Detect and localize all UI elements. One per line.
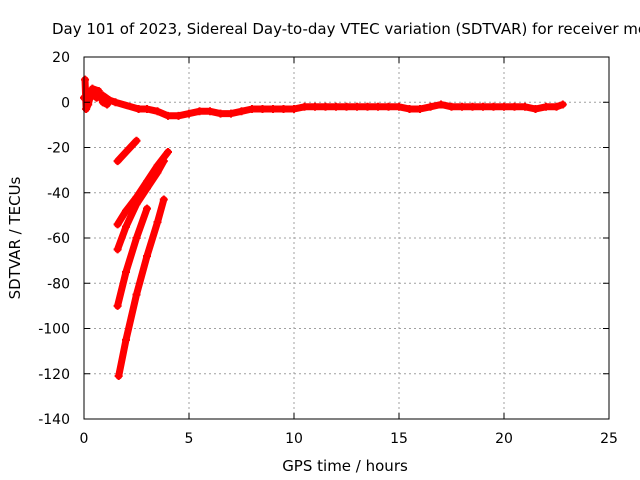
y-axis-label: SDTVAR / TECUs <box>6 176 24 299</box>
data-point <box>134 105 143 114</box>
data-point <box>269 105 277 114</box>
data-point <box>405 105 414 114</box>
series-arc-4 <box>114 205 151 310</box>
data-point <box>468 102 477 111</box>
data-point <box>122 267 130 276</box>
data-point <box>98 98 107 107</box>
y-tick-label: -100 <box>38 322 70 338</box>
data-point <box>426 102 435 111</box>
data-point <box>143 204 151 213</box>
data-point <box>258 105 267 114</box>
y-tick-label: -40 <box>47 186 70 202</box>
data-point <box>248 105 256 114</box>
y-tick-label: -20 <box>47 141 70 157</box>
data-point <box>122 148 130 157</box>
data-point <box>143 184 151 193</box>
data-point <box>164 111 172 120</box>
data-point <box>174 111 183 120</box>
data-point <box>311 102 319 111</box>
data-point <box>122 335 130 344</box>
series-arc-5 <box>115 196 168 380</box>
x-tick-label: 20 <box>495 431 513 447</box>
data-point <box>82 105 91 114</box>
data-point <box>395 102 403 111</box>
data-point <box>542 102 550 111</box>
series-main-band <box>80 89 567 120</box>
data-point <box>332 102 340 111</box>
data-point <box>374 102 382 111</box>
y-tick-label: -80 <box>47 276 70 292</box>
data-point <box>500 102 508 111</box>
x-tick-label: 0 <box>80 431 89 447</box>
data-point <box>132 200 141 209</box>
data-point <box>114 372 123 381</box>
data-point <box>122 206 130 215</box>
y-tick-label: -60 <box>47 231 70 247</box>
x-axis-label: GPS time / hours <box>282 457 408 475</box>
data-point <box>94 86 103 95</box>
data-point <box>185 109 193 118</box>
data-point <box>195 107 204 116</box>
data-point <box>132 136 141 145</box>
data-point <box>113 245 122 254</box>
y-tick-label: -140 <box>38 412 70 428</box>
data-point <box>363 102 372 111</box>
grid <box>84 57 609 419</box>
data-point <box>113 220 122 229</box>
data-point <box>447 102 456 111</box>
data-point <box>416 105 424 114</box>
x-tick-label: 10 <box>285 431 303 447</box>
data-point <box>143 105 151 114</box>
data-marks <box>80 75 567 381</box>
chart-title: Day 101 of 2023, Sidereal Day-to-day VTE… <box>52 20 640 38</box>
y-tick-label: 0 <box>61 95 70 111</box>
data-point <box>103 100 112 109</box>
data-point <box>216 109 225 118</box>
data-point <box>164 148 172 157</box>
data-point <box>88 84 97 93</box>
x-tick-label: 15 <box>390 431 408 447</box>
data-point <box>237 107 246 116</box>
series-arc-1 <box>114 137 140 165</box>
data-point <box>353 102 361 111</box>
data-point <box>558 100 567 109</box>
data-point <box>384 102 393 111</box>
data-point <box>153 107 162 116</box>
data-point <box>510 102 519 111</box>
x-tick-label: 5 <box>185 431 194 447</box>
data-point <box>489 102 498 111</box>
data-point <box>143 252 151 261</box>
data-point <box>458 102 466 111</box>
data-point <box>132 234 141 242</box>
series-arc-3 <box>114 157 168 253</box>
data-point <box>227 109 235 118</box>
x-tick-label: 25 <box>600 431 618 447</box>
data-point <box>113 157 122 166</box>
data-point <box>206 107 214 116</box>
data-point <box>153 218 162 227</box>
data-point <box>521 102 529 111</box>
data-point <box>290 105 298 114</box>
data-point <box>300 102 309 111</box>
data-point <box>531 105 540 114</box>
data-point <box>132 290 141 299</box>
data-point <box>113 301 122 310</box>
data-point <box>342 102 351 111</box>
y-tick-label: -120 <box>38 367 70 383</box>
y-tick-label: 20 <box>52 50 70 66</box>
data-point <box>153 168 162 177</box>
data-point <box>437 100 445 109</box>
data-point <box>81 75 90 84</box>
data-point <box>159 157 168 166</box>
data-point <box>552 102 561 111</box>
data-point <box>479 102 487 111</box>
data-point <box>321 102 330 111</box>
data-point <box>279 105 288 114</box>
data-point <box>111 98 120 107</box>
axis-ticks: 0 5 10 15 20 25 -140 -120 -100 -80 -60 -40 -20 0 20 <box>38 50 618 447</box>
data-point <box>159 195 168 204</box>
data-point <box>122 222 130 231</box>
